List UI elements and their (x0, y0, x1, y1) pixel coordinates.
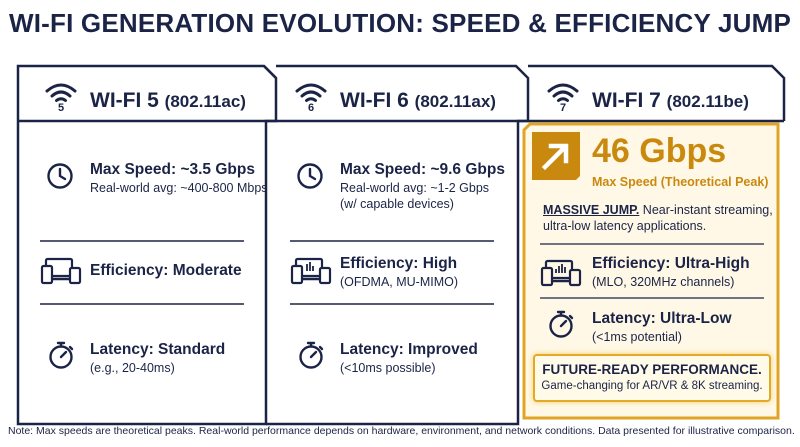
wifi-7-name: WI-FI 7 (592, 89, 661, 112)
wifi-6-speed-sub-2: (w/ capable devices) (340, 197, 454, 211)
wifi-5-latency: Latency: Standard (e.g., 20-40ms) (90, 341, 225, 375)
wifi-5-name: WI-FI 5 (90, 89, 159, 112)
wifi-7-jump: MASSIVE JUMP. Near-instant streaming, ul… (543, 202, 775, 234)
devices-icon (290, 257, 332, 285)
wifi-6-speed-sub: Real-world avg: ~1-2 Gbps (340, 181, 490, 195)
wifi-7-jump-text: Near-instant streaming, ultra-low latenc… (543, 203, 773, 233)
wifi-6-icon: 6 (295, 83, 327, 112)
wifi-6-efficiency-sub: (OFDMA, MU-MIMO) (340, 275, 459, 289)
tab-wifi-5: WI-FI 5 (802.11ac) (90, 89, 246, 113)
wifi-6-latency-title: Latency: Improved (340, 341, 478, 358)
wifi-6-name: WI-FI 6 (340, 89, 409, 112)
wifi-5-icon: 5 (45, 83, 77, 112)
future-ready-title: FUTURE-READY PERFORMANCE. (542, 362, 762, 377)
wifi-5-latency-title: Latency: Standard (90, 341, 226, 358)
wifi-6-efficiency: Efficiency: High (OFDMA, MU-MIMO) (340, 255, 458, 289)
stopwatch-icon (299, 341, 324, 369)
wifi-6-latency-sub: (<10ms possible) (340, 361, 436, 375)
footnote: Note: Max speeds are theoretical peaks. … (8, 425, 795, 437)
wifi-7-latency-sub: (<1ms potential) (592, 330, 682, 344)
wifi-7-efficiency-sub: (MLO, 320MHz channels) (592, 275, 735, 289)
clock-icon (47, 163, 73, 189)
wifi-7-efficiency: Efficiency: Ultra-High (MLO, 320MHz chan… (592, 255, 750, 289)
wifi-5-speed: Max Speed: ~3.5 Gbps Real-world avg: ~40… (90, 161, 268, 195)
future-ready-box: FUTURE-READY PERFORMANCE. Game-changing … (533, 354, 771, 402)
wifi-7-latency-title: Latency: Ultra-Low (592, 310, 732, 327)
wifi-7-speed-value: 46 Gbps (592, 132, 727, 170)
stopwatch-icon (549, 310, 574, 338)
devices-icon (540, 259, 582, 287)
wifi-7-speed-caption: Max Speed (Theoretical Peak) (592, 175, 769, 189)
wifi-5-efficiency-title: Efficiency: Moderate (90, 262, 242, 279)
wifi-6-standard: (802.11ax) (414, 92, 496, 111)
wifi-7-latency: Latency: Ultra-Low (<1ms potential) (592, 310, 732, 344)
wifi-6-speed: Max Speed: ~9.6 Gbps Real-world avg: ~1-… (340, 161, 505, 211)
arrow-up-right-icon (532, 132, 580, 180)
wifi-6-latency: Latency: Improved (<10ms possible) (340, 341, 478, 375)
wifi-7-number: 7 (560, 102, 566, 112)
wifi-7-icon: 7 (547, 83, 579, 112)
tab-wifi-7: WI-FI 7 (802.11be) (592, 89, 749, 113)
wifi-7-jump-label: MASSIVE JUMP. (543, 203, 640, 217)
wifi-6-efficiency-title: Efficiency: High (340, 255, 458, 272)
wifi-5-efficiency: Efficiency: Moderate (90, 262, 242, 280)
wifi-6-speed-title: Max Speed: ~9.6 Gbps (340, 161, 505, 178)
wifi-5-number: 5 (58, 102, 64, 112)
wifi-6-number: 6 (308, 102, 314, 112)
tab-wifi-6: WI-FI 6 (802.11ax) (340, 89, 496, 113)
wifi-5-standard: (802.11ac) (164, 92, 246, 111)
future-ready-sub: Game-changing for AR/VR & 8K streaming. (541, 380, 763, 392)
page-title: WI-FI GENERATION EVOLUTION: SPEED & EFFI… (8, 8, 792, 38)
stopwatch-icon (49, 341, 74, 369)
wifi-5-latency-sub: (e.g., 20-40ms) (90, 361, 175, 375)
wifi-5-speed-sub: Real-world avg: ~400-800 Mbps (90, 181, 268, 195)
wifi-7-standard: (802.11be) (666, 92, 749, 111)
wifi-5-speed-title: Max Speed: ~3.5 Gbps (90, 161, 255, 178)
devices-icon (40, 257, 82, 285)
clock-icon (297, 163, 323, 189)
wifi-7-efficiency-title: Efficiency: Ultra-High (592, 255, 750, 272)
